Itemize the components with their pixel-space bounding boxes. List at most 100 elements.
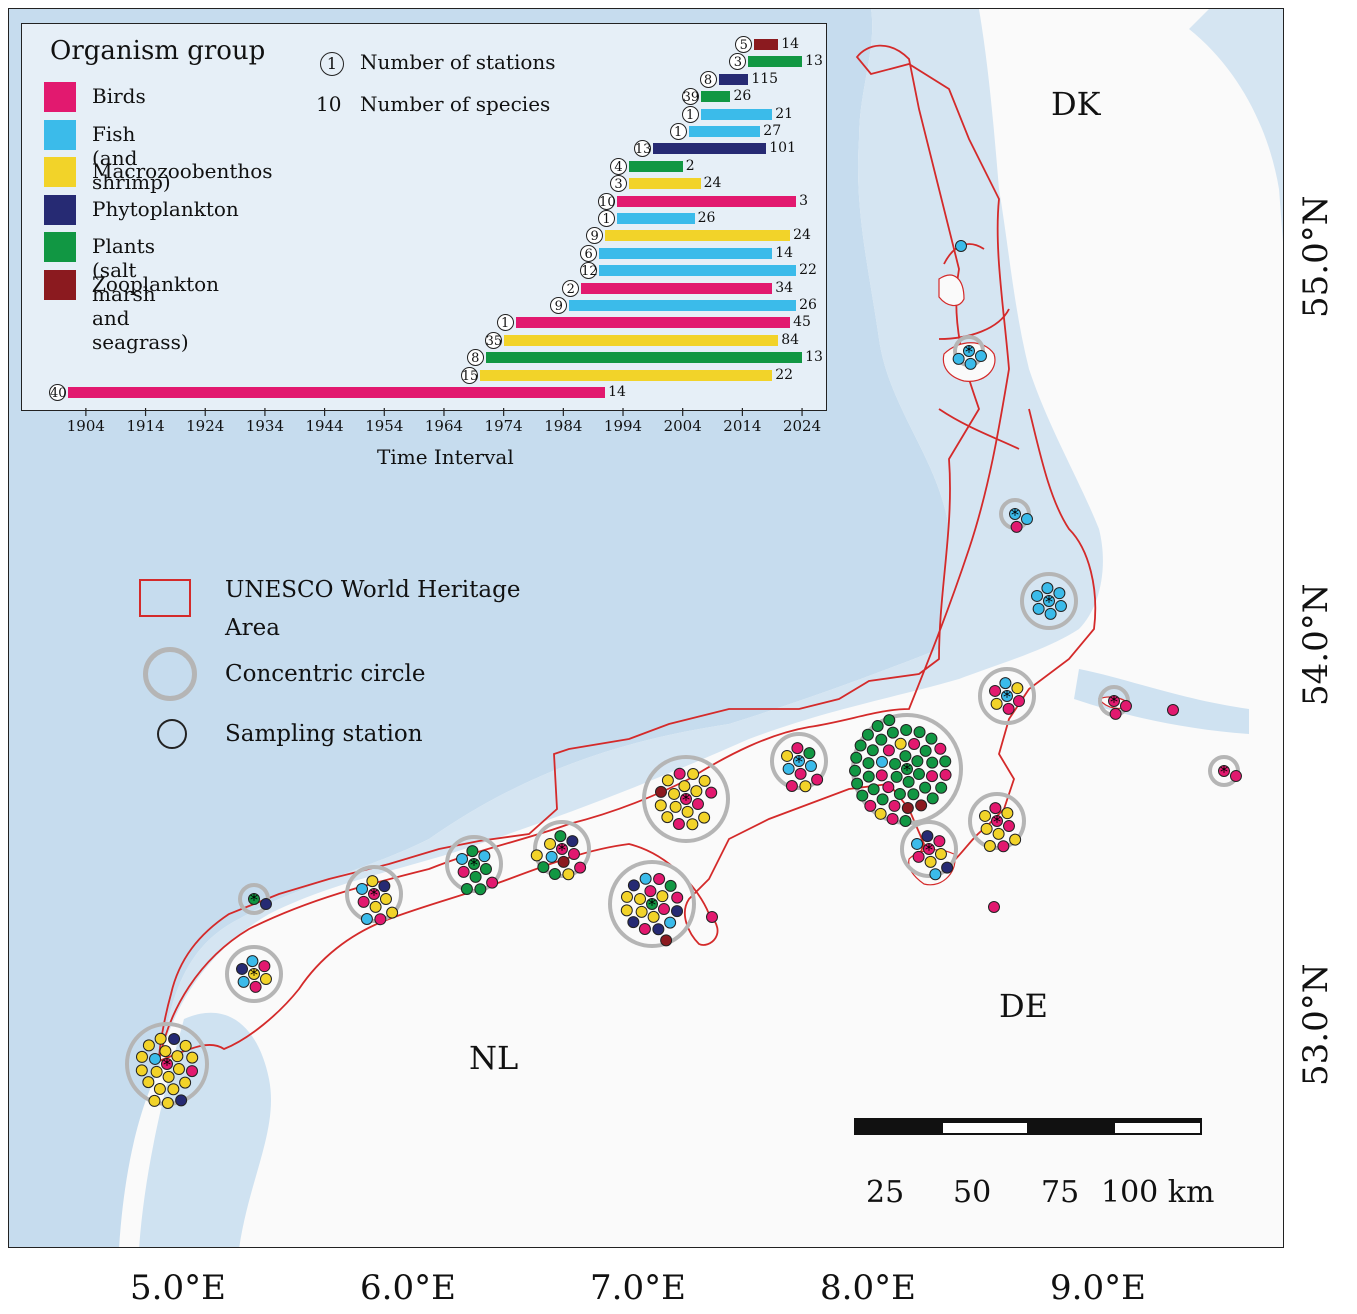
circle-center-marker: * [1045, 592, 1053, 611]
sampling-station [912, 850, 925, 863]
country-label-de: DE [999, 987, 1049, 1025]
ijsselmeer [139, 1012, 272, 1247]
sampling-station [691, 798, 704, 811]
sampling-station [1119, 700, 1132, 713]
station-count-label: 5 [735, 36, 753, 53]
legend-label: Macrozoobenthos [92, 159, 273, 183]
sampling-station [486, 876, 499, 889]
sampling-station [925, 732, 938, 745]
sampling-station [875, 733, 888, 746]
concentric-circle [968, 792, 1026, 850]
scale-bar [854, 1117, 1204, 1141]
concentric-circle-swatch [143, 647, 197, 701]
sampling-station [148, 1094, 161, 1107]
sampling-station [952, 352, 965, 365]
station-count-label: 6 [580, 244, 598, 262]
station-key-circle: 1 [320, 52, 344, 76]
sampling-station [867, 783, 880, 796]
concentric-circle-label: Concentric circle [225, 661, 426, 687]
concentric-circle [900, 820, 958, 878]
timeline-bar [599, 247, 773, 259]
sampling-station [259, 898, 272, 911]
timeline-bar [617, 213, 695, 224]
sampling-station [1167, 704, 1179, 716]
sampling-station [627, 879, 640, 892]
sampling-station [1001, 690, 1013, 702]
sampling-station [167, 1083, 180, 1096]
concentric-circle [1020, 572, 1078, 630]
species-count-label: 22 [775, 366, 794, 383]
sampling-station [851, 777, 864, 790]
sampling-station [793, 755, 805, 767]
timeline-bar [503, 334, 779, 346]
concentric-circle [533, 820, 591, 878]
legend-swatch [44, 82, 76, 112]
sampling-station [671, 905, 684, 918]
sampling-station [989, 684, 1002, 697]
sampling-station [1032, 602, 1045, 615]
station-count-label: 8 [466, 349, 484, 367]
sampling-station [890, 770, 903, 783]
sampling-station [861, 728, 874, 741]
x-tick-label: 1964 [424, 417, 464, 435]
sampling-station [992, 827, 1005, 840]
sampling-station [258, 960, 271, 973]
sampling-station [660, 934, 673, 947]
concentric-circle [345, 865, 403, 923]
circle-center-marker: * [648, 895, 656, 914]
sampling-station [248, 968, 260, 980]
sampling-station [899, 814, 912, 827]
sampling-station [545, 850, 558, 863]
sampling-station [668, 787, 681, 800]
sampling-station [386, 906, 399, 919]
scale-bar-graphic [854, 1118, 1202, 1135]
sampling-station [669, 800, 682, 813]
species-count-label: 24 [703, 175, 722, 192]
sampling-station [1218, 765, 1230, 777]
x-tick-label: 1984 [544, 417, 583, 435]
sampling-station [639, 872, 652, 885]
sampling-station [186, 1051, 199, 1064]
sampling-station [933, 835, 946, 848]
sampling-station [850, 751, 863, 764]
species-count-label: 115 [751, 70, 779, 87]
station-count-label: 3 [729, 53, 747, 71]
sampling-station [1054, 600, 1067, 613]
species-count-label: 3 [799, 192, 809, 209]
legend-swatch [44, 269, 76, 300]
species-count-label: 22 [799, 262, 817, 279]
sampling-station [980, 822, 993, 835]
sampling-station [168, 1032, 181, 1045]
lon-label-5: 5.0°E [130, 1268, 226, 1308]
sampling-station [620, 904, 633, 917]
sampling-station [990, 697, 1003, 710]
x-tick-label: 1994 [603, 417, 643, 435]
sampling-station [875, 755, 888, 768]
sampling-station [894, 737, 907, 750]
species-count-label: 14 [781, 36, 800, 52]
sampling-station [908, 737, 921, 750]
sampling-station [963, 345, 975, 357]
baltic-inlet [1189, 9, 1283, 243]
sampling-station [664, 879, 677, 892]
sampling-station [907, 788, 920, 801]
sampling-station [142, 1039, 155, 1052]
sampling-station [179, 1039, 192, 1052]
sampling-station [379, 893, 392, 906]
x-tick-label: 1974 [484, 417, 523, 435]
sampling-station [997, 840, 1010, 853]
station-count-label: 1 [496, 314, 514, 332]
sampling-station [926, 756, 939, 769]
scale-label-100km: 100 km [1101, 1175, 1215, 1210]
sampling-station [979, 809, 992, 822]
elbe-estuary [1074, 669, 1249, 734]
timeline-bar [485, 352, 803, 364]
circle-center-marker: * [1011, 505, 1019, 524]
circle-center-marker: * [965, 342, 973, 361]
timeline-bar [652, 143, 767, 155]
country-label-nl: NL [469, 1039, 519, 1077]
sampling-station [1009, 833, 1022, 846]
lat-label-55: 55.0°N [1296, 195, 1336, 318]
species-count-label: 45 [793, 314, 811, 331]
sampling-station [647, 910, 660, 923]
